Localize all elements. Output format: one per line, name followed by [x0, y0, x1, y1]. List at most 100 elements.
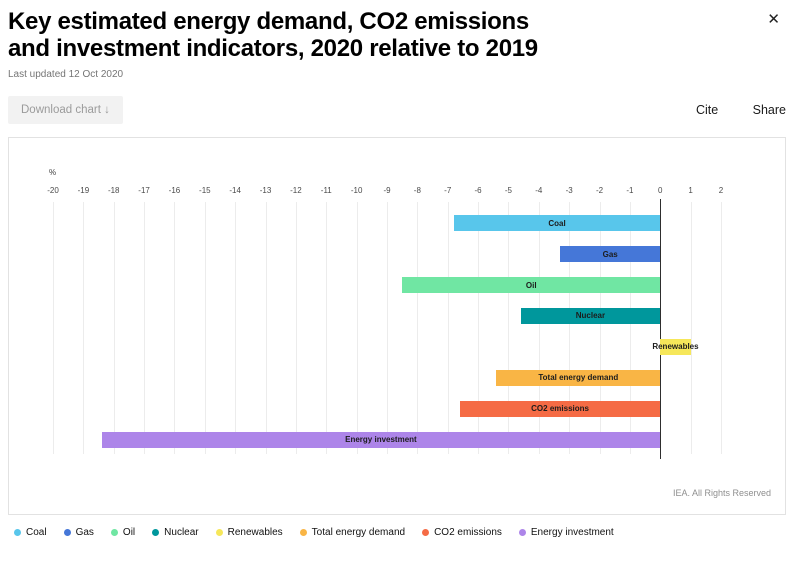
x-tick-label: -20 [47, 186, 59, 196]
chart-legend: Coal Gas Oil Nuclear Renewables Total energy … [8, 515, 786, 538]
x-tick-label: -3 [565, 186, 573, 196]
legend-dot-icon [215, 529, 223, 537]
legend-label: Renewables [227, 527, 283, 539]
x-tick-label: -15 [199, 186, 211, 196]
x-tick-label: -16 [168, 186, 181, 196]
toolbar-right: Cite Share [666, 101, 786, 119]
legend-dot-icon [110, 529, 118, 537]
chart-card: % -20 -19 -18 -17 -16 -15 -14 -13 -12 -11 -10 -9 -8-… [8, 137, 786, 516]
x-tick-label: -18 [107, 186, 120, 196]
bar-total-energy-demand[interactable] [496, 369, 661, 386]
gridline [326, 202, 328, 455]
x-tick-label: -1 [626, 186, 634, 196]
legend-label: CO2 emissions [434, 527, 502, 539]
bar-label: Nuclear [575, 311, 606, 321]
bar-oil[interactable] [402, 277, 661, 294]
x-tick-label: -4 [535, 186, 543, 196]
legend-dot-icon [14, 529, 21, 537]
gridline [295, 202, 297, 455]
gridline [478, 202, 480, 455]
gridline [721, 202, 722, 455]
x-tick-label: -14 [229, 186, 241, 196]
x-tick-label: -12 [290, 186, 302, 196]
gridline [113, 202, 115, 455]
y-axis-unit-label: % [49, 168, 57, 178]
bar-coal[interactable] [453, 215, 661, 232]
gridline [629, 202, 631, 455]
toolbar: Download chart ↓ Cite Share [8, 96, 786, 125]
x-tick-label: -7 [444, 186, 452, 196]
page-title-line2: and investment indicators, 2020 relative… [8, 35, 538, 63]
gridline [174, 202, 176, 455]
x-tick-label: 1 [688, 186, 693, 196]
legend-item-oil[interactable]: Oil [110, 527, 136, 539]
gridline [447, 202, 449, 455]
x-tick-label: -11 [320, 186, 332, 196]
download-chart-button[interactable]: Download chart ↓ [8, 96, 123, 125]
download-chart-label: Download chart [21, 104, 101, 117]
gridline [265, 202, 267, 455]
legend-label: Coal [26, 527, 47, 539]
gridline [204, 202, 206, 455]
gridline [569, 202, 571, 455]
x-tick-label: -10 [350, 186, 363, 196]
legend-label: Oil [122, 527, 136, 539]
bar-label: Gas [602, 249, 618, 259]
legend-dot-icon [518, 529, 526, 537]
page-title: Key estimated energy demand, CO2 emissio… [8, 8, 786, 62]
bar-co2-emissions[interactable] [459, 400, 661, 417]
close-icon[interactable]: ✕ [763, 8, 784, 31]
legend-item-coal[interactable]: Coal [14, 527, 47, 538]
legend-item-renewables[interactable]: Renewables [215, 527, 283, 539]
x-tick-label: -2 [595, 186, 604, 196]
bar-label: Oil [525, 280, 537, 290]
page-title-line1: Key estimated energy demand, CO2 emissio… [8, 8, 529, 35]
gridline [599, 202, 601, 455]
x-tick-label: -19 [77, 186, 90, 196]
plot-area: -20 -19 -18 -17 -16 -15 -14 -13 -12 -11 -10 -9 -8 -7-… [47, 186, 724, 482]
legend-item-energy-investment[interactable]: Energy investment [518, 527, 614, 539]
bar-label: Total energy demand [538, 373, 619, 383]
legend-dot-icon [152, 529, 160, 537]
x-tick-label: -9 [383, 186, 391, 196]
cite-button[interactable]: Cite [695, 103, 719, 118]
gridline [53, 202, 54, 455]
share-button[interactable]: Share [752, 103, 786, 118]
bar-label: Renewables [652, 342, 699, 352]
legend-label: Nuclear [164, 527, 199, 539]
x-tick-label: -17 [138, 186, 150, 196]
bar-label: Coal [548, 218, 566, 228]
x-tick-label: 0 [658, 186, 663, 196]
bar-label: Energy investment [345, 435, 417, 445]
legend-label: Energy investment [530, 527, 614, 539]
legend-label: Total energy demand [311, 527, 406, 539]
gridline [417, 202, 419, 455]
legend-dot-icon [63, 529, 71, 537]
bar-nuclear[interactable] [520, 307, 661, 324]
x-tick-label: -13 [259, 186, 272, 196]
legend-item-nuclear[interactable]: Nuclear [152, 527, 199, 539]
gridline [508, 202, 510, 455]
gridline [356, 202, 358, 455]
gridline [144, 202, 146, 455]
legend-label: Gas [75, 527, 94, 539]
legend-item-co2-emissions[interactable]: CO2 emissions [422, 527, 502, 538]
gridline [83, 202, 85, 455]
gridline [387, 202, 388, 455]
last-updated: Last updated 12 Oct 2020 [8, 69, 124, 81]
x-tick-label: 2 [718, 186, 724, 196]
x-tick-label: -6 [474, 186, 482, 196]
bar-energy-investment[interactable] [101, 431, 661, 448]
bar-label: CO2 emissions [531, 404, 589, 414]
legend-item-total-energy-demand[interactable]: Total energy demand [299, 527, 406, 539]
bar-gas[interactable] [560, 246, 661, 263]
gridline [690, 202, 692, 455]
gridline [235, 202, 237, 455]
bar-renewables[interactable] [660, 338, 691, 355]
legend-dot-icon [299, 529, 307, 537]
x-tick-label: -5 [504, 186, 513, 196]
zero-axis-line [660, 199, 662, 460]
gridline [538, 202, 540, 455]
copyright-note: IEA. All Rights Reserved [672, 488, 771, 499]
legend-item-gas[interactable]: Gas [63, 527, 94, 539]
